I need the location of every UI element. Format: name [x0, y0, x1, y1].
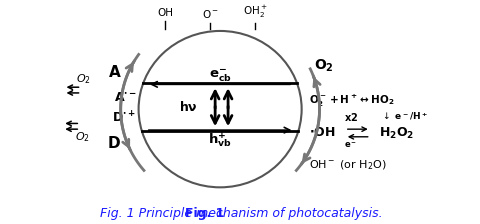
Text: $\mathregular{OH^-}$ (or $\mathregular{H_2O}$): $\mathregular{OH^-}$ (or $\mathregular{H… [308, 159, 386, 172]
Text: $\mathbf{\bullet OH}$: $\mathbf{\bullet OH}$ [308, 127, 335, 140]
Text: $\mathbf{x2}$: $\mathbf{x2}$ [343, 112, 357, 123]
Text: $\mathbf{h_{vb}^{+}}$: $\mathbf{h_{vb}^{+}}$ [208, 131, 231, 150]
Text: $\mathregular{O^-}$: $\mathregular{O^-}$ [201, 8, 218, 19]
Text: $\mathbf{H_2O_2}$: $\mathbf{H_2O_2}$ [378, 125, 413, 140]
Text: $\mathbf{D}$: $\mathbf{D}$ [107, 135, 120, 151]
Text: $\mathbf{h\nu}$: $\mathbf{h\nu}$ [179, 100, 198, 114]
Text: $\mathbf{e_{cb}^{-}}$: $\mathbf{e_{cb}^{-}}$ [208, 68, 231, 84]
Text: $\mathregular{OH_2^+}$: $\mathregular{OH_2^+}$ [242, 3, 267, 19]
Text: $\mathbf{D^{\bullet +}}$: $\mathbf{D^{\bullet +}}$ [112, 110, 136, 125]
Text: $\mathit{O_2}$: $\mathit{O_2}$ [74, 130, 89, 144]
Text: $\mathbf{A^{\bullet -}}$: $\mathbf{A^{\bullet -}}$ [113, 92, 136, 105]
Text: $\downarrow$ $\mathbf{e^-/H^+}$: $\downarrow$ $\mathbf{e^-/H^+}$ [380, 110, 427, 122]
Text: $\mathbf{O_2^- + H^+ \leftrightarrow HO_2}$: $\mathbf{O_2^- + H^+ \leftrightarrow HO_… [308, 93, 394, 109]
Text: $\mathbf{O_2}$: $\mathbf{O_2}$ [313, 58, 333, 74]
Text: Fig. 1: Fig. 1 [185, 207, 224, 220]
Text: $\mathit{O_2}$: $\mathit{O_2}$ [76, 73, 91, 86]
Text: Fig. 1 Principle mechanism of photocatalysis.: Fig. 1 Principle mechanism of photocatal… [99, 207, 382, 220]
Text: OH: OH [157, 8, 173, 18]
Text: $\mathbf{A}$: $\mathbf{A}$ [108, 64, 122, 80]
Text: $\mathbf{e^-}$: $\mathbf{e^-}$ [344, 141, 357, 150]
